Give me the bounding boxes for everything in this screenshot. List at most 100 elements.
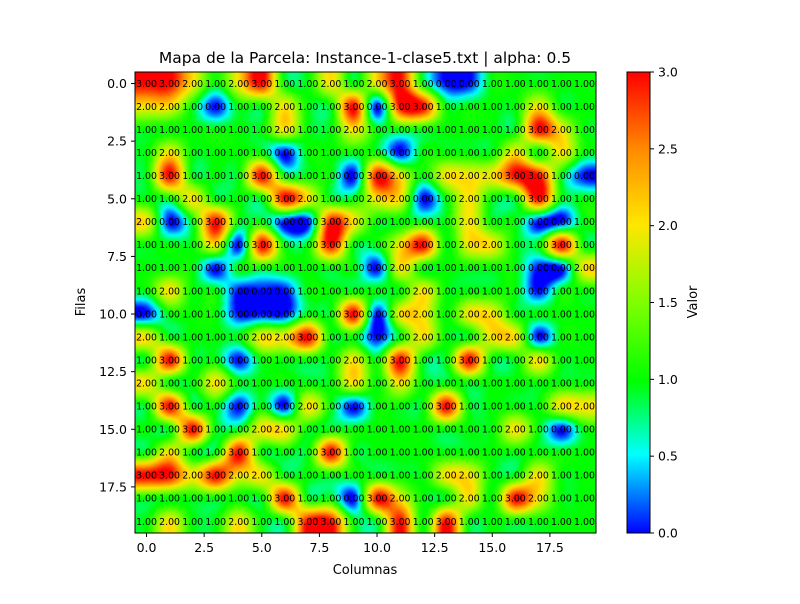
cell-value-label: 2.00 xyxy=(320,79,341,90)
cell-value-label: 1.00 xyxy=(551,102,572,113)
cell-value-label: 3.00 xyxy=(367,494,388,505)
cell-value-label: 2.00 xyxy=(205,240,226,251)
cell-value-label: 3.00 xyxy=(320,517,341,528)
cell-value-label: 1.00 xyxy=(574,79,595,90)
cell-value-label: 1.00 xyxy=(413,448,434,459)
cell-value-label: 1.00 xyxy=(297,125,318,136)
cell-value-label: 1.00 xyxy=(320,263,341,274)
cell-value-label: 1.00 xyxy=(228,263,249,274)
cell-value-label: 1.00 xyxy=(182,125,203,136)
cell-value-label: 1.00 xyxy=(482,102,503,113)
cell-value-label: 1.00 xyxy=(297,355,318,366)
cell-value-label: 2.00 xyxy=(344,355,365,366)
cell-value-label: 1.00 xyxy=(505,309,526,320)
y-tick-label: 7.5 xyxy=(107,249,127,264)
cell-value-label: 1.00 xyxy=(297,378,318,389)
cell-value-label: 2.00 xyxy=(436,471,457,482)
cell-value-label: 2.00 xyxy=(551,402,572,413)
cell-value-label: 1.00 xyxy=(505,217,526,228)
cell-value-label: 1.00 xyxy=(459,148,480,159)
cell-value-label: 3.00 xyxy=(136,471,157,482)
cell-value-label: 3.00 xyxy=(390,355,411,366)
cell-value-label: 1.00 xyxy=(482,402,503,413)
cell-value-label: 0.00 xyxy=(528,332,549,343)
cell-value-label: 1.00 xyxy=(459,402,480,413)
cell-value-label: 1.00 xyxy=(320,171,341,182)
cell-value-label: 3.00 xyxy=(251,240,272,251)
cell-value-label: 3.00 xyxy=(551,240,572,251)
cell-value-label: 1.00 xyxy=(367,448,388,459)
cell-value-label: 1.00 xyxy=(436,194,457,205)
cell-value-label: 2.00 xyxy=(482,171,503,182)
cell-value-label: 3.00 xyxy=(528,171,549,182)
cell-value-label: 2.00 xyxy=(528,102,549,113)
cell-value-label: 2.00 xyxy=(367,194,388,205)
cell-value-label: 0.00 xyxy=(274,148,295,159)
cell-value-label: 2.00 xyxy=(159,286,180,297)
cell-value-label: 2.00 xyxy=(528,471,549,482)
cell-value-label: 1.00 xyxy=(367,286,388,297)
cell-value-label: 1.00 xyxy=(367,471,388,482)
cell-value-label: 1.00 xyxy=(390,286,411,297)
cell-value-label: 1.00 xyxy=(228,378,249,389)
cell-value-label: 2.00 xyxy=(390,171,411,182)
cell-value-label: 3.00 xyxy=(436,402,457,413)
cell-value-label: 1.00 xyxy=(274,355,295,366)
cell-value-label: 0.00 xyxy=(297,217,318,228)
y-tick-label: 5.0 xyxy=(107,191,127,206)
cell-value-label: 1.00 xyxy=(482,148,503,159)
cell-value-label: 3.00 xyxy=(228,448,249,459)
cell-value-label: 0.00 xyxy=(390,148,411,159)
cell-value-label: 2.00 xyxy=(274,425,295,436)
cell-value-label: 1.00 xyxy=(551,378,572,389)
plot-frame xyxy=(134,71,597,534)
cell-value-label: 0.00 xyxy=(228,355,249,366)
cell-value-label: 0.00 xyxy=(367,332,388,343)
cell-value-label: 1.00 xyxy=(136,402,157,413)
cell-value-label: 1.00 xyxy=(505,102,526,113)
cell-value-label: 2.00 xyxy=(297,402,318,413)
cell-value-label: 1.00 xyxy=(459,448,480,459)
x-tick-label: 7.5 xyxy=(309,540,329,555)
cell-value-label: 2.00 xyxy=(182,194,203,205)
cell-value-label: 2.00 xyxy=(136,102,157,113)
x-tick-label: 2.5 xyxy=(194,540,214,555)
cell-value-label: 2.00 xyxy=(390,194,411,205)
cell-value-label: 1.00 xyxy=(182,309,203,320)
cell-value-label: 2.00 xyxy=(274,125,295,136)
cell-value-label: 1.00 xyxy=(205,517,226,528)
cell-value-label: 2.00 xyxy=(159,517,180,528)
cell-value-label: 1.00 xyxy=(574,517,595,528)
cell-value-label: 3.00 xyxy=(344,102,365,113)
cell-value-label: 2.00 xyxy=(528,494,549,505)
cell-value-label: 1.00 xyxy=(320,355,341,366)
cell-value-label: 3.00 xyxy=(320,240,341,251)
cell-value-label: 1.00 xyxy=(136,194,157,205)
cell-value-label: 1.00 xyxy=(482,378,503,389)
cell-value-label: 1.00 xyxy=(344,194,365,205)
cell-value-label: 1.00 xyxy=(205,448,226,459)
cell-value-label: 1.00 xyxy=(159,263,180,274)
cell-value-label: 3.00 xyxy=(413,240,434,251)
cell-value-label: 1.00 xyxy=(551,286,572,297)
cell-value-label: 1.00 xyxy=(320,194,341,205)
cell-value-label: 1.00 xyxy=(344,79,365,90)
cell-value-label: 2.00 xyxy=(274,102,295,113)
cell-value-label: 1.00 xyxy=(297,471,318,482)
cell-value-label: 1.00 xyxy=(297,102,318,113)
cell-value-label: 1.00 xyxy=(574,425,595,436)
y-axis: 0.0 2.5 5.0 7.5 10.0 12.5 15.0 17.5 xyxy=(99,76,135,494)
cell-value-label: 1.00 xyxy=(320,332,341,343)
cell-value-label: 1.00 xyxy=(436,286,457,297)
cell-value-label: 2.00 xyxy=(459,217,480,228)
cell-value-label: 2.00 xyxy=(551,125,572,136)
cell-value-label: 2.00 xyxy=(436,171,457,182)
cell-value-label: 1.00 xyxy=(344,332,365,343)
cell-value-label: 1.00 xyxy=(413,402,434,413)
cell-value-label: 2.00 xyxy=(413,286,434,297)
cell-value-label: 1.00 xyxy=(551,171,572,182)
cell-value-label: 0.00 xyxy=(228,286,249,297)
cell-value-label: 2.00 xyxy=(390,240,411,251)
cell-value-label: 0.00 xyxy=(205,263,226,274)
